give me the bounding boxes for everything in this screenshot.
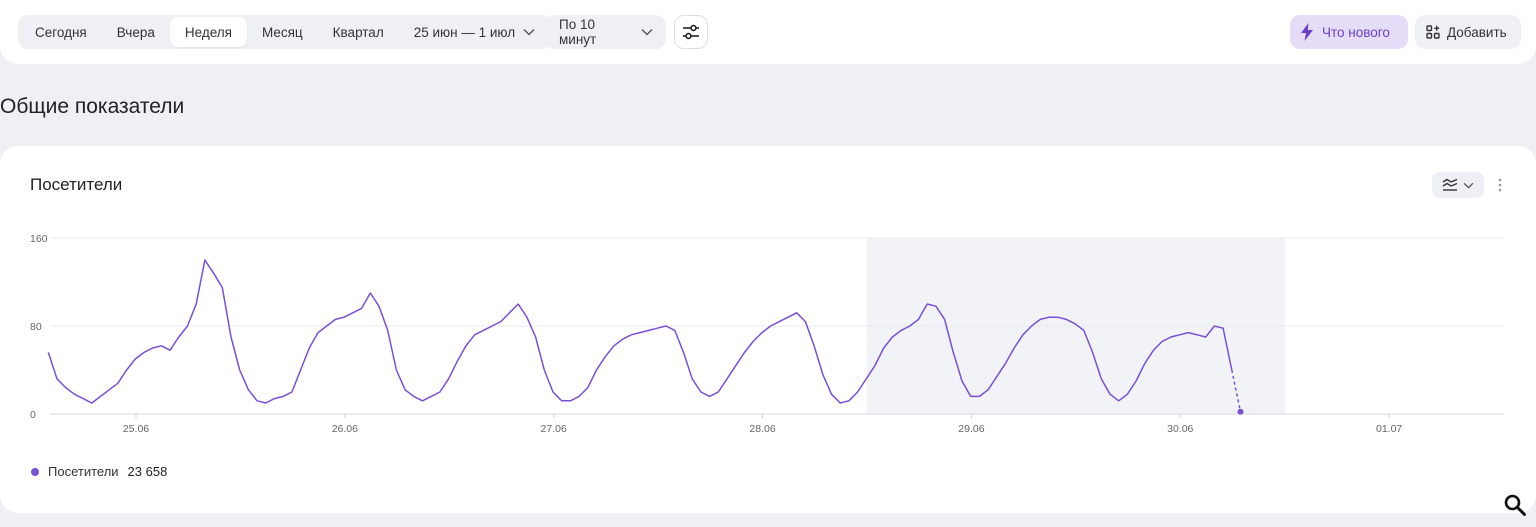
y-tick-label: 0 <box>30 409 36 421</box>
legend-series-total: 23 658 <box>127 464 168 479</box>
x-tick-label: 28.06 <box>749 423 775 435</box>
chevron-down-icon <box>1463 182 1474 189</box>
x-tick-label: 29.06 <box>958 423 984 435</box>
add-widget-button[interactable]: Добавить <box>1415 15 1521 49</box>
top-toolbar: Сегодня Вчера Неделя Месяц Квартал 25 ию… <box>0 0 1536 64</box>
date-range-label: 25 июн — 1 июл <box>413 24 516 40</box>
sliders-icon <box>683 24 699 40</box>
widget-title: Посетители <box>30 175 123 194</box>
period-month[interactable]: Месяц <box>261 24 303 40</box>
filters-button[interactable] <box>674 15 708 49</box>
chart-line-icon <box>1442 178 1458 191</box>
lightning-icon <box>1301 23 1313 41</box>
x-tick-label: 01.07 <box>1376 423 1402 435</box>
granularity-select[interactable]: По 10 минут <box>546 15 666 49</box>
x-tick-label: 30.06 <box>1167 423 1193 435</box>
more-menu-button[interactable] <box>1490 172 1510 198</box>
search-icon <box>1504 494 1526 516</box>
more-vertical-icon <box>1498 178 1502 192</box>
section-title: Общие показатели <box>0 95 185 118</box>
chevron-down-icon <box>641 28 653 36</box>
widgets-icon <box>1426 25 1440 39</box>
period-quarter[interactable]: Квартал <box>332 24 384 40</box>
whats-new-label: Что нового <box>1322 24 1390 40</box>
whats-new-button[interactable]: Что нового <box>1290 15 1408 49</box>
date-range-picker[interactable]: 25 июн — 1 июл <box>399 17 550 47</box>
period-week[interactable]: Неделя <box>169 17 247 47</box>
period-today[interactable]: Сегодня <box>35 24 87 40</box>
add-label: Добавить <box>1447 24 1507 40</box>
visitors-widget: 0 80 160 25.06 26.06 27.06 28.06 29.06 30.06 01.0… <box>0 146 1536 513</box>
chart-legend-item[interactable]: Посетители 23 658 <box>31 464 167 479</box>
chart-type-button[interactable] <box>1432 172 1484 198</box>
x-tick-label: 27.06 <box>541 423 567 435</box>
series-partial-segment <box>1231 369 1242 412</box>
y-tick-label: 80 <box>30 321 42 333</box>
series-line <box>47 259 1233 404</box>
x-tick-label: 25.06 <box>123 423 149 435</box>
zoom-button[interactable] <box>1498 488 1532 522</box>
legend-dot <box>31 467 39 476</box>
chevron-down-icon <box>523 28 535 36</box>
y-tick-label: 160 <box>30 233 48 245</box>
x-tick-label: 26.06 <box>332 423 358 435</box>
period-yesterday[interactable]: Вчера <box>116 24 155 40</box>
granularity-label: По 10 минут <box>559 17 597 47</box>
legend-series-name: Посетители <box>48 464 119 479</box>
series-last-point <box>1237 408 1244 415</box>
period-selector: Сегодня Вчера Неделя Месяц Квартал 25 ию… <box>18 15 553 49</box>
visitors-chart: 0 80 160 25.06 26.06 27.06 28.06 29.06 30.06 01.0… <box>30 233 1504 435</box>
